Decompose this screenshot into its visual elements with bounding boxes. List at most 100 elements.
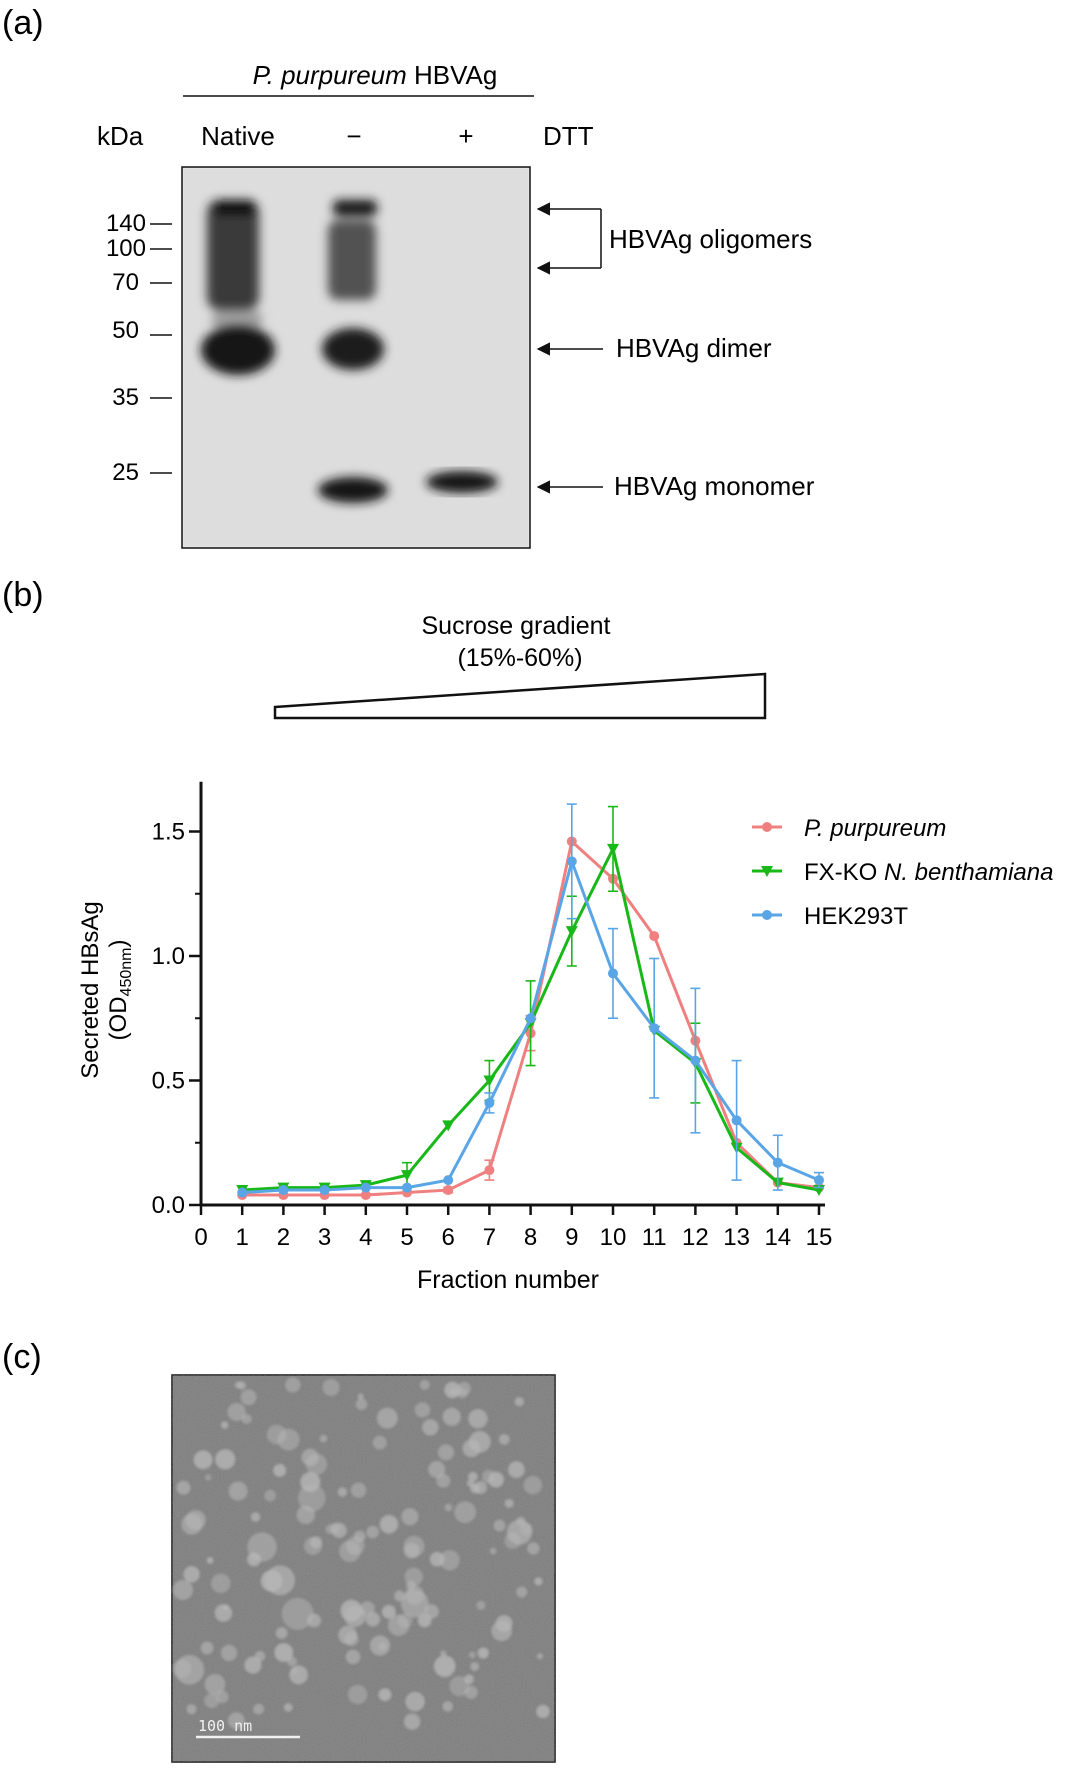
particle <box>504 1498 514 1508</box>
particle <box>285 1377 301 1393</box>
particle <box>468 1409 488 1429</box>
panel-c: (c) 100 nm <box>2 1338 556 1763</box>
gradient-range: (15%-60%) <box>457 644 582 672</box>
scale-bar-label: 100 nm <box>198 1717 252 1735</box>
particle <box>281 1597 314 1630</box>
particle <box>468 1430 491 1453</box>
legend-label-2: HEK293T <box>804 903 908 930</box>
particle <box>300 1471 321 1493</box>
point-s2-12 <box>731 1115 742 1126</box>
point-s0-5 <box>443 1185 454 1196</box>
particle <box>250 1512 261 1522</box>
particle <box>204 1474 212 1481</box>
x-tick-label-0: 0 <box>194 1224 207 1251</box>
particle <box>516 1586 528 1598</box>
particle <box>240 1389 257 1406</box>
particle <box>210 1573 231 1594</box>
point-s0-10 <box>649 931 660 942</box>
dimer-label: HBVAg dimer <box>616 333 772 363</box>
point-s2-7 <box>525 1013 536 1024</box>
y-axis-label-line1: Secreted HBsAg <box>77 901 104 1078</box>
y-tick-label-0: 0.0 <box>152 1192 185 1219</box>
particle <box>345 1649 361 1665</box>
x-tick-label-10: 10 <box>600 1224 627 1251</box>
particle <box>264 1489 276 1502</box>
point-s2-14 <box>814 1175 824 1186</box>
particle <box>476 1600 486 1610</box>
particle <box>369 1635 391 1656</box>
x-tick-label-11: 11 <box>642 1224 667 1251</box>
panel-c-label: (c) <box>2 1338 42 1376</box>
particle <box>523 1475 543 1495</box>
point-s2-4 <box>402 1182 412 1193</box>
particle <box>442 1407 461 1426</box>
x-tick-label-1: 1 <box>236 1224 249 1251</box>
particle <box>183 1566 200 1583</box>
particle <box>347 1684 368 1705</box>
point-s0-6 <box>484 1165 495 1176</box>
x-tick-label-2: 2 <box>277 1224 290 1251</box>
particle <box>204 1673 226 1695</box>
blot-annotations: HBVAg oligomers HBVAg dimer HBVAg monome… <box>536 202 815 501</box>
particle <box>286 1656 297 1667</box>
particle <box>428 1460 446 1478</box>
particle <box>405 1691 425 1712</box>
particle <box>241 1413 252 1424</box>
particle <box>206 1557 214 1564</box>
x-tick-label-4: 4 <box>359 1224 372 1251</box>
particle <box>439 1550 460 1571</box>
lane-label-minus: − <box>346 121 361 151</box>
particle <box>215 1690 229 1704</box>
marker-35: 35 <box>112 384 139 411</box>
particle <box>372 1435 387 1450</box>
particle <box>449 1675 470 1697</box>
x-tick-label-7: 7 <box>483 1224 496 1251</box>
particle <box>204 1693 220 1709</box>
particle <box>322 1378 340 1397</box>
particle <box>414 1402 431 1418</box>
particle <box>220 1644 238 1662</box>
y-tick-label-2: 1.0 <box>152 943 185 970</box>
y-axis-label: Secreted HBsAg (OD450nm) <box>77 901 135 1078</box>
particle <box>296 1505 316 1525</box>
particle <box>379 1515 399 1534</box>
point-s2-2 <box>319 1185 330 1196</box>
particle <box>527 1542 540 1555</box>
particle <box>227 1712 245 1729</box>
point-s0-3 <box>360 1190 371 1201</box>
point-s1-4 <box>401 1170 413 1182</box>
x-tick-label-6: 6 <box>442 1224 455 1251</box>
lane-label-plus: + <box>458 121 473 151</box>
particle <box>457 1381 471 1396</box>
legend-label-0: P. purpureum <box>804 815 946 842</box>
legend-marker-0 <box>762 822 772 832</box>
particle <box>440 1650 447 1657</box>
particle <box>244 1656 262 1674</box>
particle <box>200 1641 214 1655</box>
gradient-wedge <box>273 672 767 720</box>
particle <box>403 1713 421 1730</box>
particle <box>433 1655 456 1678</box>
particle <box>265 1565 296 1596</box>
particle <box>274 1643 294 1662</box>
particle <box>470 1662 480 1671</box>
particle <box>297 1484 326 1512</box>
legend-marker-1 <box>761 866 773 877</box>
particle <box>444 1381 461 1399</box>
particle <box>338 1625 358 1645</box>
particle <box>247 1532 277 1562</box>
lane-label-native: Native <box>201 121 275 151</box>
particle <box>186 1704 197 1715</box>
particle <box>436 1473 451 1488</box>
particle <box>394 1590 406 1602</box>
particle <box>176 1480 191 1495</box>
x-tick-label-3: 3 <box>318 1224 331 1251</box>
particle <box>506 1519 532 1545</box>
marker-70: 70 <box>112 269 139 296</box>
marker-140: 140 <box>106 210 146 237</box>
particle <box>534 1577 543 1586</box>
point-s2-13 <box>772 1157 783 1168</box>
particle <box>350 1482 367 1498</box>
particle <box>514 1396 525 1407</box>
